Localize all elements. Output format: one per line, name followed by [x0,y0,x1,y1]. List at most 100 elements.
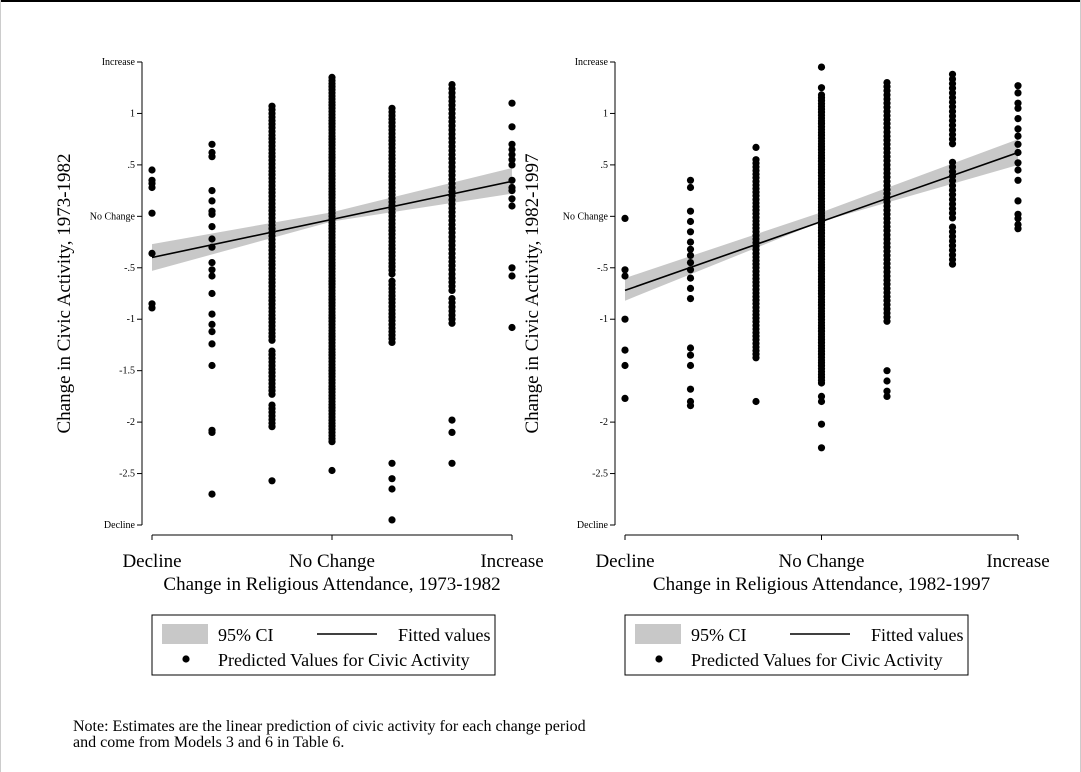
data-point [948,140,957,148]
data-point [148,166,156,174]
data-point [686,361,695,370]
x-axis-title: Change in Religious Attendance, 1973-198… [163,574,500,595]
data-point [268,390,276,398]
data-point [508,202,516,210]
data-point [817,84,826,92]
y-tick-label: .5 [601,160,609,171]
y-tick-label: .5 [128,160,136,171]
data-point [1014,197,1022,205]
data-point [1014,140,1022,148]
data-point [817,444,826,452]
data-point [686,251,695,259]
data-point [1014,99,1022,107]
y-tick-label: -1 [600,314,608,325]
note-line-1: Note: Estimates are the linear predictio… [73,718,586,735]
point-column-2 [752,143,760,406]
data-point [388,338,396,346]
y-tick-label: -2.5 [119,469,135,480]
data-point [621,272,629,280]
y-tick-label: No Change [90,211,136,222]
data-point [508,272,516,280]
data-point [1014,225,1022,233]
data-point [208,289,216,298]
data-point [883,387,891,395]
data-point [1014,104,1022,112]
data-point [208,428,216,436]
data-point [686,284,695,292]
x-tick-label: No Change [778,551,864,572]
point-column-6 [1014,82,1022,233]
y-tick-label: Decline [577,520,609,531]
data-point [1014,176,1022,184]
data-point [508,195,516,203]
data-point [621,394,629,402]
point-column-2 [268,102,276,485]
data-point [1014,89,1022,97]
data-point [508,176,516,184]
x-tick-label: Decline [122,551,181,572]
data-point [448,286,456,294]
data-point [686,176,695,184]
data-point [268,423,276,431]
data-point [208,187,216,195]
data-point [148,209,156,217]
data-point [817,379,826,387]
data-point [508,161,516,169]
legend-fit-label: Fitted values [398,625,491,645]
x-tick-label: Decline [595,551,654,572]
fitted-line [151,180,513,259]
data-point [621,361,629,370]
y-tick-label: -.5 [597,263,608,274]
y-tick-label: -2.5 [592,469,608,480]
y-axis-title: Change in Civic Activity, 1982-1997 [522,153,543,433]
data-point [686,207,695,215]
data-point [208,197,216,205]
data-point [686,245,695,253]
data-point [208,361,216,370]
point-column-1 [686,176,695,410]
data-point [883,377,891,385]
point-column-0 [621,214,629,402]
data-point [388,459,396,467]
data-point [1014,82,1022,90]
data-point [208,272,216,280]
data-point [1014,115,1022,123]
y-tick-label: No Change [563,211,609,222]
y-tick-label: Increase [102,57,136,68]
point-column-0 [148,166,156,312]
y-tick-label: -2 [127,417,135,428]
data-point [621,346,629,354]
data-point [328,466,336,475]
data-point [686,274,695,282]
data-point [752,354,760,362]
data-point [621,266,629,274]
data-point [148,183,156,192]
point-column-6 [508,99,516,332]
data-point [388,485,396,493]
data-point [817,63,826,71]
point-column-1 [208,140,216,498]
point-column-3 [817,63,826,452]
data-point [1014,132,1022,140]
data-point [508,99,516,107]
data-point [1014,214,1022,222]
data-point [686,228,695,236]
data-point [148,249,156,257]
data-point [208,210,216,218]
data-point [448,428,456,436]
note-line-2: and come from Models 3 and 6 in Table 6. [73,734,345,751]
data-point [817,392,826,400]
data-point [208,153,216,161]
legend-point-swatch [182,655,190,663]
data-point [1014,148,1022,157]
legend-ci-label: 95% CI [691,625,747,645]
x-axis-title: Change in Religious Attendance, 1982-199… [653,574,990,595]
data-point [208,328,216,336]
data-point [1014,125,1022,133]
data-point [268,336,276,344]
legend-ci-label: 95% CI [218,625,274,645]
data-point [508,145,516,154]
chart-panel-left: Increase 1 .5 No Change -.5 -1 -1.5 -2 -2.5 Decli… [54,57,544,676]
data-point [686,351,695,359]
